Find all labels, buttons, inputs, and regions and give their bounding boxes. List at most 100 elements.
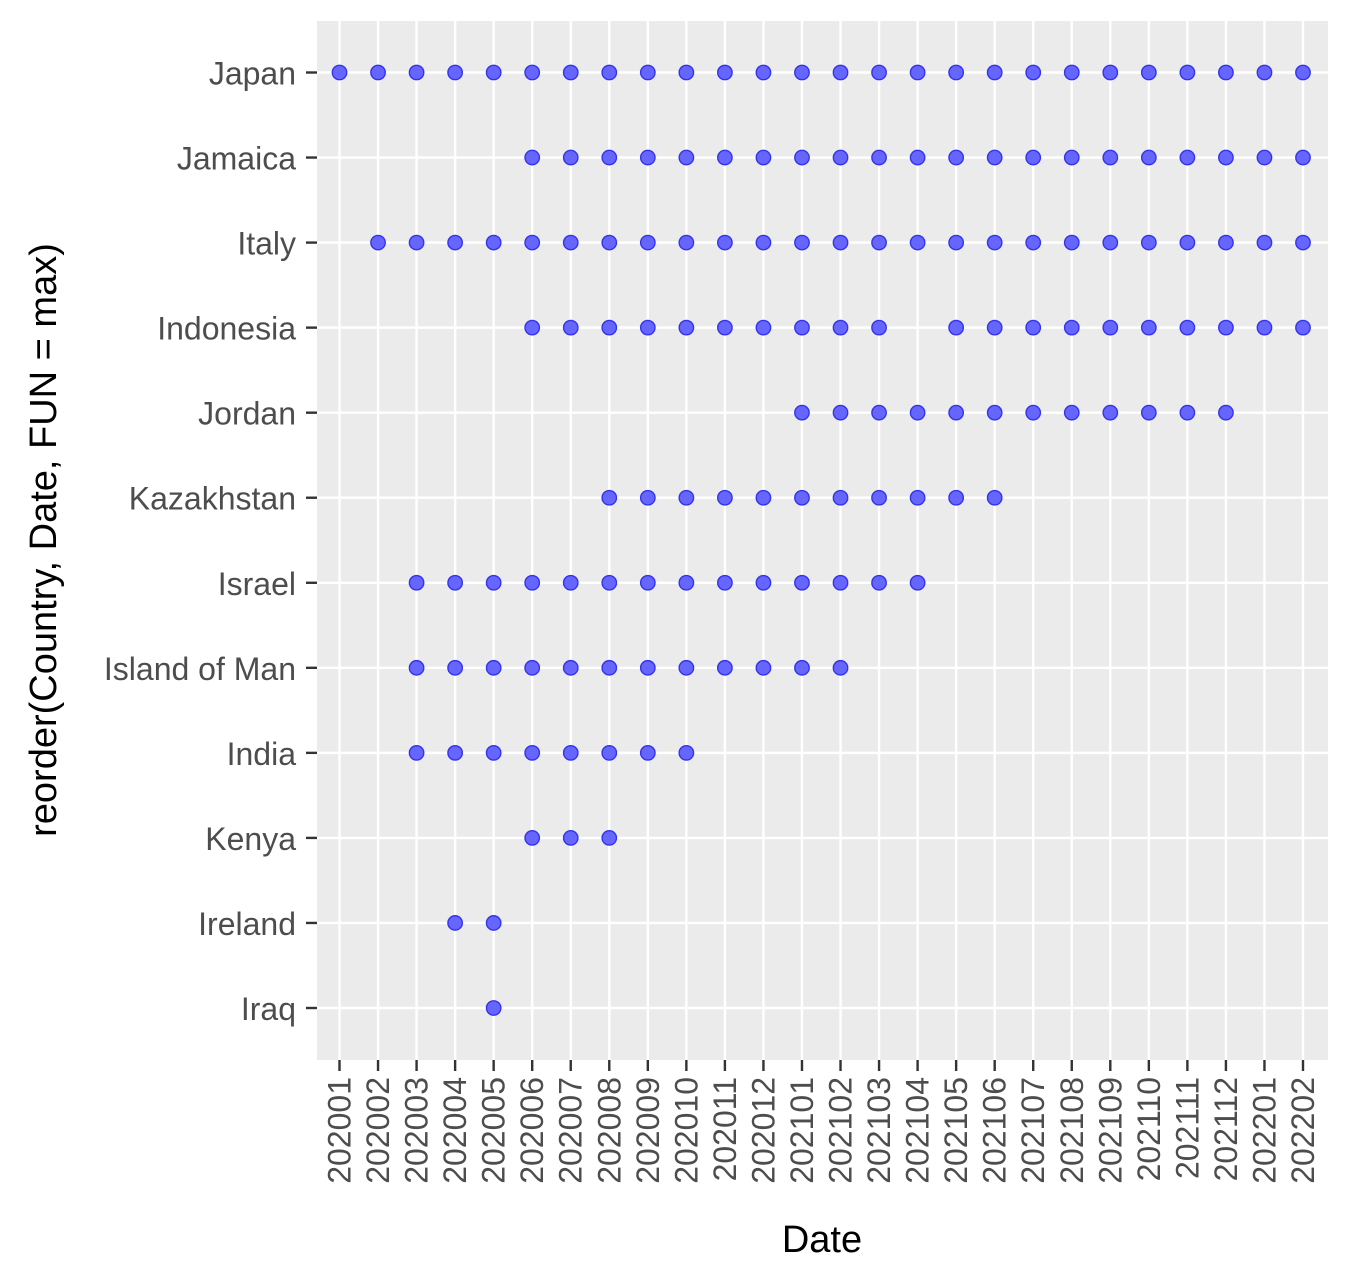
data-point bbox=[909, 404, 926, 421]
y-tick-label: Japan bbox=[209, 56, 296, 92]
data-point bbox=[408, 234, 425, 251]
data-point bbox=[485, 744, 502, 761]
data-point bbox=[717, 234, 733, 251]
data-point bbox=[1025, 404, 1042, 421]
data-point bbox=[717, 64, 733, 81]
data-point bbox=[871, 404, 887, 421]
data-point bbox=[832, 319, 849, 336]
data-point bbox=[909, 234, 926, 251]
data-point bbox=[524, 830, 541, 846]
data-point bbox=[639, 574, 656, 591]
data-point bbox=[639, 149, 656, 166]
data-point bbox=[1295, 149, 1311, 166]
y-tick-label: Island of Man bbox=[104, 651, 296, 687]
data-point bbox=[601, 574, 618, 591]
data-point bbox=[871, 149, 887, 166]
data-point bbox=[986, 319, 1003, 336]
data-point bbox=[524, 574, 541, 591]
data-point bbox=[1140, 149, 1157, 166]
data-point bbox=[601, 319, 618, 336]
data-point bbox=[1179, 404, 1196, 421]
data-point bbox=[601, 489, 618, 506]
data-point bbox=[639, 234, 656, 251]
data-point bbox=[524, 234, 541, 251]
data-point bbox=[755, 64, 772, 81]
data-point bbox=[1179, 64, 1196, 81]
data-point bbox=[485, 915, 502, 931]
data-point bbox=[447, 915, 464, 931]
data-point bbox=[832, 149, 849, 166]
x-tick-label: 202201 bbox=[1246, 1077, 1282, 1184]
x-tick-label: 202102 bbox=[823, 1077, 859, 1184]
data-point bbox=[601, 149, 618, 166]
data-points bbox=[331, 64, 1311, 1016]
data-point bbox=[524, 744, 541, 761]
data-point bbox=[1295, 319, 1311, 336]
y-tick-label: Israel bbox=[218, 566, 296, 602]
y-tick-label: Ireland bbox=[198, 906, 296, 942]
data-point bbox=[408, 574, 425, 591]
x-tick-label: 202106 bbox=[977, 1077, 1013, 1184]
data-point bbox=[794, 149, 810, 166]
x-tick-label: 202105 bbox=[938, 1077, 974, 1184]
x-axis-title: Date bbox=[782, 1219, 862, 1261]
data-point bbox=[986, 234, 1003, 251]
x-tick-label: 202109 bbox=[1092, 1077, 1128, 1184]
data-point bbox=[871, 574, 887, 591]
data-point bbox=[832, 659, 849, 676]
data-point bbox=[562, 744, 579, 761]
data-point bbox=[678, 744, 695, 761]
data-point bbox=[832, 404, 849, 421]
data-point bbox=[678, 574, 695, 591]
x-tick-label: 202008 bbox=[591, 1077, 627, 1184]
data-point bbox=[447, 234, 464, 251]
data-point bbox=[1218, 234, 1234, 251]
x-tick-label: 202003 bbox=[399, 1077, 435, 1184]
data-point bbox=[1102, 404, 1119, 421]
data-point bbox=[601, 830, 618, 846]
data-point bbox=[1256, 149, 1273, 166]
data-point bbox=[1025, 64, 1042, 81]
x-axis: 202001 202002 202003 202004 202005 202006 2020… bbox=[322, 1060, 1321, 1184]
data-point bbox=[794, 234, 810, 251]
data-point bbox=[1102, 149, 1119, 166]
data-point bbox=[678, 64, 695, 81]
data-point bbox=[1102, 64, 1119, 81]
x-tick-label: 202005 bbox=[476, 1077, 512, 1184]
data-point bbox=[755, 149, 772, 166]
data-point bbox=[1063, 64, 1080, 81]
data-point bbox=[1218, 149, 1234, 166]
data-point bbox=[794, 574, 810, 591]
y-tick-label: Jamaica bbox=[177, 141, 296, 177]
data-point bbox=[1295, 234, 1311, 251]
data-point bbox=[562, 234, 579, 251]
data-point bbox=[485, 234, 502, 251]
data-point bbox=[1256, 64, 1273, 81]
data-point bbox=[909, 64, 926, 81]
data-point bbox=[1256, 319, 1273, 336]
data-point bbox=[562, 64, 579, 81]
x-tick-label: 202007 bbox=[553, 1077, 589, 1184]
data-point bbox=[1218, 319, 1234, 336]
data-point bbox=[1179, 234, 1196, 251]
data-point bbox=[639, 64, 656, 81]
x-tick-label: 202104 bbox=[900, 1077, 936, 1184]
data-point bbox=[1295, 64, 1311, 81]
data-point bbox=[601, 744, 618, 761]
data-point bbox=[1140, 234, 1157, 251]
data-point bbox=[524, 149, 541, 166]
data-point bbox=[447, 64, 464, 81]
data-point bbox=[1179, 149, 1196, 166]
data-point bbox=[1063, 234, 1080, 251]
data-point bbox=[909, 489, 926, 506]
x-tick-label: 202001 bbox=[322, 1077, 358, 1184]
data-point bbox=[794, 489, 810, 506]
x-tick-label: 202110 bbox=[1131, 1077, 1167, 1181]
data-point bbox=[1102, 234, 1119, 251]
data-point bbox=[370, 64, 386, 81]
data-point bbox=[755, 319, 772, 336]
x-tick-label: 202202 bbox=[1285, 1077, 1321, 1184]
data-point bbox=[717, 659, 733, 676]
data-point bbox=[562, 149, 579, 166]
x-tick-label: 202112 bbox=[1208, 1077, 1244, 1181]
